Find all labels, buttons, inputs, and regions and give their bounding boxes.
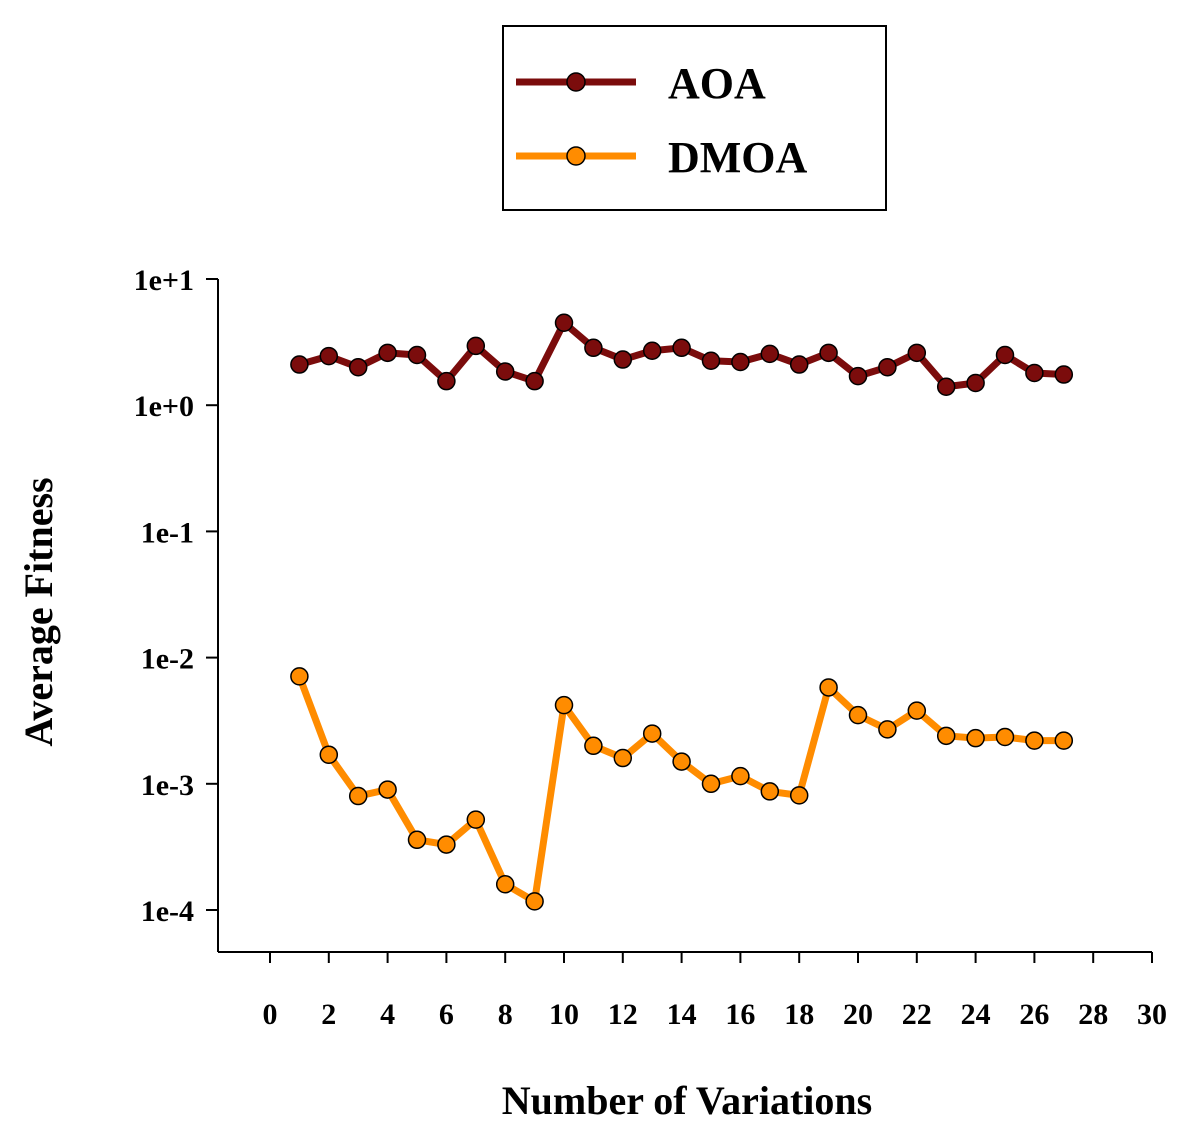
data-point: [731, 352, 750, 372]
data-point: [613, 350, 633, 369]
x-tick-label: 8: [498, 998, 513, 1031]
data-point: [290, 355, 309, 374]
data-point: [789, 786, 809, 805]
data-point: [642, 724, 662, 743]
data-point: [760, 344, 780, 364]
data-point: [907, 701, 927, 720]
data-point: [348, 786, 368, 806]
data-point: [378, 780, 397, 799]
data-point: [672, 752, 691, 771]
y-tick-label: 1e+0: [134, 390, 194, 423]
data-point: [437, 371, 456, 391]
x-tick-label: 12: [608, 998, 638, 1031]
y-tick-label: 1e-1: [141, 516, 194, 549]
x-tick-label: 20: [843, 998, 873, 1031]
data-point: [672, 338, 691, 358]
data-point: [525, 371, 544, 391]
data-point: [966, 728, 985, 748]
data-point: [848, 705, 868, 725]
data-point: [437, 835, 456, 854]
data-point: [466, 810, 486, 829]
x-tick-label: 22: [902, 998, 932, 1031]
data-point: [1054, 731, 1074, 750]
data-point: [936, 726, 956, 746]
data-point: [319, 346, 339, 366]
y-axis-title: Average Fitness: [16, 477, 61, 746]
data-point: [554, 313, 574, 333]
x-tick-label: 16: [725, 998, 755, 1031]
data-point: [701, 351, 721, 371]
data-point: [584, 736, 603, 756]
x-tick-label: 4: [380, 998, 395, 1031]
legend: AOA DMOA: [502, 25, 887, 211]
data-point: [819, 343, 838, 363]
series-layer: [290, 313, 1074, 911]
data-point: [378, 343, 397, 363]
legend-label: DMOA: [668, 133, 808, 182]
series-line: [296, 675, 1064, 905]
data-point: [407, 345, 427, 365]
data-point: [995, 345, 1015, 365]
x-tick-label: 28: [1078, 998, 1108, 1031]
data-point: [466, 336, 486, 356]
data-point: [731, 766, 750, 786]
data-point: [1025, 731, 1044, 750]
data-point: [760, 782, 780, 801]
legend-marker: [566, 146, 586, 166]
data-point: [525, 892, 544, 911]
data-point: [584, 338, 603, 358]
data-point: [613, 748, 633, 768]
y-tick-label: 1e+1: [134, 264, 194, 297]
legend-box: [502, 25, 887, 211]
data-point: [878, 720, 897, 739]
data-point: [319, 745, 339, 764]
data-point: [290, 667, 309, 686]
data-point: [789, 355, 809, 374]
y-tick-label: 1e-4: [141, 895, 194, 928]
x-tick-label: 30: [1137, 998, 1167, 1031]
data-point: [701, 774, 721, 794]
data-point: [642, 341, 662, 361]
x-tick-label: 0: [263, 998, 278, 1031]
data-point: [848, 366, 868, 386]
series-dmoa: [290, 667, 1074, 911]
series-aoa: [290, 313, 1074, 397]
x-tick-label: 18: [784, 998, 814, 1031]
x-tick-label: 24: [961, 998, 991, 1031]
y-tick-label: 1e-3: [141, 769, 194, 802]
data-point: [936, 377, 956, 397]
legend-label: AOA: [668, 59, 766, 108]
data-point: [348, 357, 368, 377]
data-point: [878, 357, 897, 377]
x-axis-title: Number of Variations: [502, 1078, 872, 1123]
data-point: [907, 343, 927, 363]
x-tick-label: 2: [321, 998, 336, 1031]
data-point: [995, 727, 1015, 747]
data-point: [407, 830, 427, 850]
data-point: [1054, 365, 1074, 384]
data-point: [819, 678, 838, 697]
data-point: [966, 373, 985, 393]
data-point: [495, 362, 515, 381]
axes: 1e+11e+01e-11e-21e-31e-40 2 4 6 8 10 12 14 16 18 2…: [134, 264, 1167, 1031]
y-tick-label: 1e-2: [141, 643, 194, 676]
x-tick-label: 10: [549, 998, 579, 1031]
x-tick-label: 14: [667, 998, 697, 1031]
data-point: [554, 695, 574, 715]
data-point: [495, 874, 515, 894]
x-tick-label: 26: [1019, 998, 1049, 1031]
data-point: [1025, 363, 1044, 383]
legend-marker: [566, 72, 586, 92]
x-tick-label: 6: [439, 998, 454, 1031]
